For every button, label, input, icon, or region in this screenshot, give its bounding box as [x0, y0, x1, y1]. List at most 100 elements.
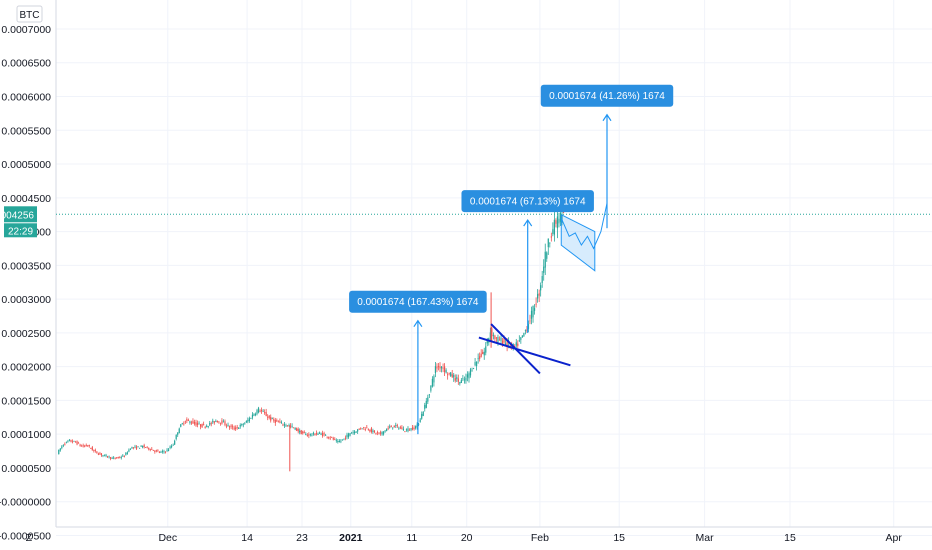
candle-body — [140, 445, 142, 447]
candle-body — [71, 441, 74, 443]
candle-body — [544, 251, 546, 268]
candle-body — [436, 366, 438, 369]
candle-body — [280, 421, 283, 423]
y-tick-label: 0.0001000 — [1, 429, 51, 441]
candle-body — [293, 427, 295, 429]
candle-body — [325, 434, 327, 436]
candle-body — [59, 448, 61, 451]
trend-line — [478, 336, 571, 367]
candle-body — [105, 454, 107, 457]
candle-body — [215, 420, 217, 422]
candle-body — [70, 440, 72, 442]
candle-body — [555, 220, 557, 224]
candle-body — [68, 439, 71, 441]
candle-body — [559, 212, 562, 222]
candle-body — [174, 440, 176, 445]
y-tick-label: 0.0007000 — [1, 24, 51, 36]
candle-body — [250, 418, 252, 420]
last-price-value: 0.0004256 — [0, 210, 34, 221]
candle-body — [102, 455, 104, 456]
candle-body — [358, 428, 360, 430]
candle-body — [158, 452, 161, 453]
y-tick-label: 0.0006000 — [1, 92, 51, 104]
candle-body — [90, 448, 92, 449]
countdown-tag — [4, 223, 37, 238]
candle-body — [340, 440, 342, 442]
y-tick-label: 0.0004500 — [1, 193, 51, 205]
candle-body — [445, 370, 447, 373]
candle-body — [247, 420, 249, 422]
candle-body — [401, 427, 403, 430]
candle-body — [431, 378, 433, 387]
candle-body — [540, 285, 542, 291]
candle-body — [378, 432, 380, 434]
candle-body — [515, 342, 517, 346]
candle-body — [352, 432, 354, 433]
z-button-label: Z — [26, 532, 33, 544]
candle-body — [462, 378, 464, 380]
y-tick-label: 0.0002000 — [1, 362, 51, 374]
candle-body — [372, 430, 374, 432]
candle-body — [119, 457, 121, 459]
candle-body — [241, 423, 243, 425]
last-price-tag — [4, 206, 37, 223]
candle-body — [239, 425, 241, 427]
candle-body — [289, 425, 292, 427]
candle-body — [314, 433, 316, 436]
candle-body — [520, 337, 522, 340]
x-tick-label: Apr — [886, 532, 903, 544]
candle-body — [530, 310, 533, 319]
candle-body — [526, 329, 528, 332]
candle-body — [465, 377, 467, 381]
candle-body — [457, 378, 459, 382]
candle-body — [296, 428, 298, 431]
candle-body — [103, 454, 106, 456]
price-axis[interactable]: 0.0007000 0.0006500 0.0006000 0.0005500 0.00… — [0, 24, 51, 542]
candle-body — [100, 453, 103, 456]
candle-body — [512, 343, 514, 346]
candle-body — [390, 426, 392, 428]
candle-body — [177, 432, 179, 435]
candle-body — [447, 374, 449, 376]
candle-body — [73, 440, 75, 442]
candle-body — [126, 452, 128, 454]
time-axis[interactable]: Dec 14 23 2021 11 20 Feb 15 Mar 15 Apr — [158, 532, 902, 544]
candle-body — [196, 422, 199, 425]
candle-body — [402, 428, 405, 431]
candle-body — [186, 419, 188, 421]
candle-body — [489, 332, 491, 338]
candle-body — [404, 431, 406, 432]
candle-body — [183, 423, 185, 425]
candle-body — [506, 339, 508, 347]
candle-body — [309, 433, 311, 435]
candle-body — [460, 380, 462, 383]
candle-body — [300, 430, 302, 435]
candle-body — [405, 429, 408, 431]
candle-body — [297, 428, 299, 432]
candle-body — [291, 425, 293, 427]
candle-body — [561, 214, 563, 223]
candle-body — [379, 432, 382, 434]
candle-body — [96, 451, 98, 454]
candle-body — [472, 368, 475, 369]
candle-body — [227, 424, 229, 426]
candle-body — [354, 431, 356, 434]
candle-body — [143, 445, 145, 448]
candle-body — [184, 421, 186, 423]
measure-callout — [349, 290, 487, 313]
candle-body — [546, 252, 548, 259]
candle-body — [67, 441, 69, 443]
candle-body — [437, 366, 440, 367]
candle-body — [541, 276, 543, 283]
candle-body — [341, 439, 344, 441]
candle-body — [135, 446, 138, 449]
candle-body — [74, 441, 77, 443]
candle-body — [556, 216, 559, 229]
candle-body — [172, 444, 174, 446]
candle-body — [443, 366, 446, 373]
candle-body — [474, 362, 476, 366]
candle-body — [282, 424, 284, 426]
candle-body — [221, 420, 223, 424]
candle-body — [524, 330, 527, 332]
